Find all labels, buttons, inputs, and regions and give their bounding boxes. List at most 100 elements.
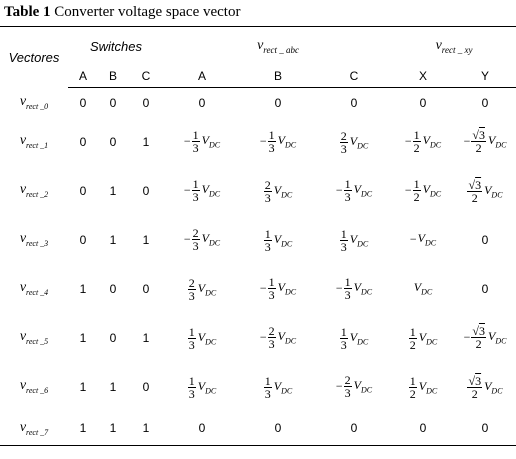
voltage-expression: −1 3 VDC	[184, 129, 220, 154]
switch-state-cell: 0	[79, 183, 87, 198]
vdc-symbol: VDC	[349, 231, 369, 249]
fraction-denominator: 3	[344, 386, 351, 400]
zero-value: 0	[274, 95, 282, 110]
voltage-expression: −1 3 VDC	[336, 178, 372, 203]
fraction-denominator: 3	[188, 288, 195, 303]
vector-name-cell: vrect _5	[0, 313, 68, 362]
fraction-numerator: √3	[467, 177, 483, 192]
voltage-cell: 1 3 VDC	[240, 215, 316, 264]
voltage-cell: − VDC	[392, 215, 454, 264]
fraction-numerator: 2	[343, 373, 352, 387]
caption-label: Table 1	[4, 4, 51, 20]
switch-state-cell: 0	[79, 95, 87, 110]
switch-state-cell: 1	[128, 411, 164, 446]
vdc-symbol: VDC	[353, 378, 373, 395]
voltage-cell: −1 3 VDC	[164, 166, 240, 215]
table-row: vrect _4 1 0 0 2 3 VDC −1 3 VDC −1 3 VDC VDC 0	[0, 264, 516, 313]
voltage-expression: 1 3 VDC	[339, 324, 369, 351]
minus-sign: −	[259, 330, 267, 344]
vdc-symbol: VDC	[273, 182, 293, 200]
vdc-symbol: VDC	[201, 182, 221, 199]
voltage-cell: −2 3 VDC	[164, 215, 240, 264]
vdc-symbol: VDC	[197, 378, 217, 396]
voltage-expression: − √3 2 VDC	[464, 129, 507, 154]
table-caption: Table 1 Converter voltage space vector	[4, 2, 240, 22]
voltage-cell: −1 3 VDC	[240, 264, 316, 313]
voltage-cell: 0	[316, 411, 393, 446]
fraction-numerator: 1	[267, 128, 276, 142]
voltage-cell: − √3 2 VDC	[454, 313, 516, 362]
fraction-denominator: 3	[344, 288, 351, 302]
switch-state-cell: 1	[79, 281, 87, 296]
voltage-expression: −1 3 VDC	[336, 276, 372, 301]
table-row: vrect _0 0 0 0 0 0 0 0 0	[0, 88, 516, 118]
vdc-symbol: VDC	[422, 182, 442, 199]
fraction-numerator: 1	[339, 324, 348, 339]
fraction-denominator: 3	[264, 386, 271, 401]
vector-name-cell: vrect _3	[0, 215, 68, 264]
fraction-denominator: 2	[475, 141, 482, 155]
fraction-denominator: 2	[413, 141, 420, 155]
voltage-expression: 2 3 VDC	[339, 128, 368, 156]
col-header-va: A	[164, 65, 240, 88]
minus-sign: −	[183, 232, 191, 246]
fraction-numerator: 1	[263, 373, 272, 388]
voltage-cell: VDC	[392, 264, 454, 313]
fraction-denominator: 3	[188, 386, 195, 401]
voltage-cell: 0	[240, 88, 316, 118]
switch-state-cell: 0	[79, 134, 87, 149]
minus-sign: −	[183, 134, 191, 148]
zero-value: 0	[419, 421, 427, 435]
radicand: 3	[475, 177, 482, 192]
vdc-symbol: VDC	[349, 329, 369, 347]
fraction-denominator: 3	[268, 288, 275, 302]
vdc-symbol: VDC	[422, 133, 442, 150]
voltage-expression: 1 3 VDC	[263, 228, 293, 253]
vector-name: vrect _0	[19, 93, 49, 111]
voltage-cell: −1 3 VDC	[240, 117, 316, 166]
vdc-symbol: VDC	[413, 280, 433, 297]
voltage-cell: −1 3 VDC	[316, 166, 392, 215]
voltage-cell: − √3 2 VDC	[454, 117, 516, 166]
fraction-numerator: 1	[408, 373, 417, 388]
voltage-expression: √3 2 VDC	[467, 375, 503, 400]
fraction-numerator: 2	[191, 226, 200, 240]
caption-text: Converter voltage space vector	[54, 4, 241, 20]
fraction-denominator: 2	[475, 337, 482, 351]
vector-name: vrect _6	[19, 378, 49, 395]
voltage-expression: 1 3 VDC	[187, 324, 216, 351]
fraction-denominator: 2	[409, 337, 416, 352]
vdc-symbol: VDC	[277, 329, 297, 346]
zero-value: 0	[481, 281, 489, 296]
switch-state-cell: 1	[142, 134, 150, 149]
minus-sign: −	[335, 281, 343, 295]
minus-sign: −	[409, 231, 417, 246]
vdc-symbol: VDC	[273, 231, 293, 249]
radicand: 3	[478, 128, 485, 142]
vector-name: vrect _2	[19, 182, 49, 199]
switch-state-cell: 0	[109, 134, 117, 149]
voltage-expression: 1 2 VDC	[408, 326, 437, 352]
fraction-denominator: 3	[264, 190, 271, 205]
fraction-numerator: 2	[339, 128, 348, 143]
voltage-expression: 1 3 VDC	[339, 228, 369, 253]
col-header-vx: X	[392, 65, 455, 88]
fraction-numerator: 1	[187, 324, 196, 339]
minus-sign: −	[259, 281, 267, 295]
voltage-cell: −2 3 VDC	[240, 313, 316, 362]
voltage-expression: −1 2 VDC	[405, 129, 441, 154]
switch-state-cell: 1	[79, 379, 87, 394]
fraction-denominator: 3	[192, 141, 199, 155]
fraction-denominator: 3	[340, 141, 347, 156]
vectors-header: Vectores	[0, 26, 68, 88]
minus-sign: −	[335, 183, 343, 197]
voltage-cell: 0	[392, 88, 454, 118]
